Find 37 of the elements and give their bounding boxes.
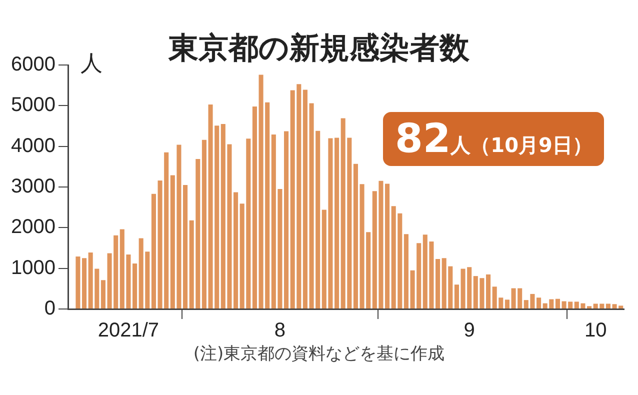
y-tick-label: 1000	[10, 256, 56, 279]
x-tick-label: 8	[274, 320, 286, 342]
annotation: 82人（10月9日）	[383, 112, 604, 166]
bar	[504, 300, 510, 308]
bar	[132, 263, 138, 308]
bar	[76, 256, 80, 308]
bar	[536, 298, 542, 308]
bar	[82, 258, 87, 308]
x-tick-label: 2021/7	[98, 320, 160, 342]
bar	[100, 280, 106, 308]
text: (注)東京都の資料などを基に作成	[192, 343, 446, 365]
y-axis-title: 人	[80, 52, 102, 77]
x-tick-label: 10	[584, 320, 607, 342]
bar	[252, 106, 257, 308]
y-tick-label: 6000	[10, 54, 56, 76]
bar	[151, 194, 156, 308]
y-tick-label: 5000	[10, 94, 56, 116]
bar	[555, 298, 560, 308]
bar	[436, 258, 440, 308]
bar	[234, 192, 238, 308]
bar	[353, 164, 358, 308]
bar	[385, 184, 390, 308]
y-tick-label: 4000	[10, 134, 56, 157]
bar	[183, 184, 188, 308]
bar	[284, 131, 289, 308]
bar	[454, 284, 459, 308]
bar	[334, 138, 340, 308]
bar	[486, 274, 491, 308]
y-tick-label: 3000	[10, 176, 56, 198]
x-tick-label: 9	[464, 320, 475, 342]
bar	[404, 234, 408, 308]
y-tick-label: 2000	[10, 216, 56, 238]
y-tick-label: 0	[44, 298, 56, 320]
bar	[302, 90, 308, 308]
chart-title: 東京都の新規感染者数	[168, 31, 470, 66]
bar	[202, 140, 206, 308]
bar	[606, 304, 610, 308]
